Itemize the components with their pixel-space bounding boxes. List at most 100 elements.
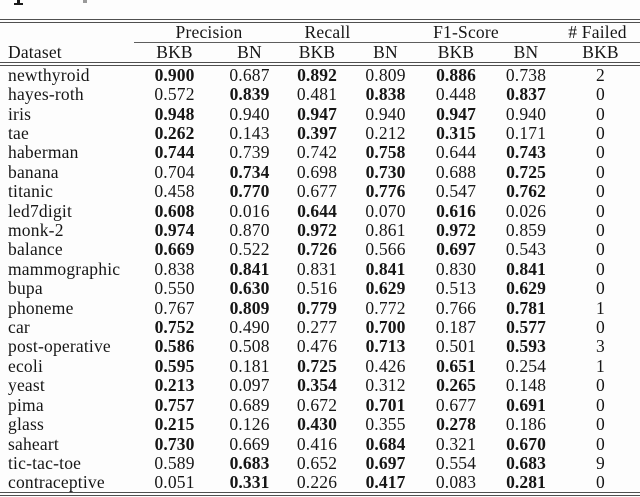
value-precision-bn: 0.870 [229,220,270,241]
value-precision-bn: 0.669 [229,434,270,454]
value-precision-bkb: 0.213 [154,376,195,396]
dataset-name: led7digit [8,201,73,221]
value-recall-bkb: 0.677 [296,182,338,202]
table-row: glass 0.215 0.126 0.430 0.355 0.278 0.186 0 [0,415,640,434]
value-recall-bkb: 0.397 [297,123,337,144]
value-recall-bkb: 0.476 [296,337,338,357]
dataset-name: pima [8,395,44,415]
value-f1-bn: 0.841 [506,259,546,279]
dataset-name: glass [8,414,44,435]
table-row: hayes-roth 0.572 0.839 0.481 0.838 0.448 0.837… [0,85,640,104]
value-failed-bkb: 9 [596,453,605,473]
value-recall-bn: 0.713 [365,337,406,357]
dataset-name: contraceptive [0,473,134,497]
value-precision-bkb: 0.550 [154,279,195,299]
value-recall-bkb: 0.652 [296,453,338,473]
value-precision-bkb: 0.589 [154,453,195,473]
dataset-name: ecoli [8,356,44,376]
value-f1-bkb: 0.886 [436,65,476,85]
value-recall-bkb: 0.698 [296,162,338,182]
value-f1-bkb: 0.677 [435,395,477,415]
value-f1-bkb: 0.651 [436,356,476,376]
value-precision-bkb: 0.744 [154,143,195,163]
table-row: ecoli 0.595 0.181 0.725 0.426 0.651 0.254 1 [0,357,640,376]
value-recall-bn: 0.701 [365,395,406,415]
dataset-name: saheart [8,434,59,454]
table-row: monk-2 0.974 0.870 0.972 0.861 0.972 0.859 0 [0,221,640,240]
value-failed-bkb: 0 [596,395,605,415]
value-recall-bn: 0.426 [365,356,406,376]
value-precision-bkb: 0.608 [154,201,195,221]
value-precision-bkb: 0.458 [154,182,195,202]
value-f1-bkb: 0.321 [435,434,477,454]
value-precision-bn: 0.097 [229,376,270,396]
value-precision-bkb: 0.838 [154,259,195,279]
value-f1-bkb: 0.448 [435,85,477,105]
dataset-name: tic-tac-toe [8,453,82,473]
value-f1-bkb: 0.547 [435,182,477,202]
value-recall-bkb: 0.947 [297,104,337,124]
clipped-text-fragment [17,0,20,5]
value-f1-bn: 0.171 [505,123,547,144]
value-precision-bn: 0.126 [229,414,270,435]
value-f1-bkb: 0.513 [435,279,477,299]
value-recall-bn: 0.841 [365,259,406,279]
table-row: haberman 0.744 0.739 0.742 0.758 0.644 0.743 0 [0,143,640,162]
dataset-name: bupa [8,279,43,299]
value-precision-bn: 0.508 [229,337,270,357]
table-row: bupa 0.550 0.630 0.516 0.629 0.513 0.629 0 [0,279,640,298]
value-precision-bn: 0.841 [229,259,270,279]
value-precision-bn: 0.522 [229,240,270,260]
col-header-f1-bkb: BKB [421,42,491,66]
col-header-precision-bn: BN [215,42,284,66]
col-header-precision-bkb: BKB [134,42,215,66]
value-f1-bn: 0.781 [506,298,546,318]
value-precision-bn: 0.739 [229,143,270,163]
value-recall-bn: 0.070 [365,201,406,221]
value-recall-bn: 0.566 [365,240,406,260]
value-failed-bkb: 0 [596,434,605,454]
value-precision-bn: 0.687 [229,65,270,85]
value-failed-bkb: 0 [596,143,605,163]
value-recall-bn: 0.861 [365,220,406,241]
table-row: contraceptive 0.051 0.331 0.226 0.417 0.083 0.… [0,473,640,497]
value-f1-bn: 0.683 [506,453,546,473]
value-f1-bn: 0.148 [505,376,547,396]
dataset-name: haberman [8,143,79,163]
value-failed-bkb: 0 [596,104,605,124]
col-group-f1score: F1-Score [421,19,562,43]
value-precision-bkb: 0.051 [134,473,215,497]
col-header-recall-bn: BN [350,42,421,66]
value-precision-bkb: 0.948 [154,104,195,124]
value-recall-bn: 0.838 [365,85,406,105]
value-f1-bkb: 0.265 [436,376,476,396]
value-precision-bn: 0.630 [229,279,270,299]
dataset-name: car [8,317,30,338]
value-recall-bkb: 0.831 [296,259,338,279]
value-recall-bn: 0.700 [365,317,406,338]
value-precision-bn: 0.490 [229,317,270,338]
value-failed-bkb: 0 [596,376,605,396]
table-row: phoneme 0.767 0.809 0.779 0.772 0.766 0.781 1 [0,298,640,317]
table-row: tic-tac-toe 0.589 0.683 0.652 0.697 0.554 0.68… [0,454,640,473]
value-failed-bkb: 0 [561,473,640,497]
value-f1-bkb: 0.830 [435,259,477,279]
value-recall-bkb: 0.742 [296,143,338,163]
value-failed-bkb: 0 [596,182,605,202]
value-precision-bkb: 0.752 [154,317,195,338]
col-header-recall-bkb: BKB [284,42,350,66]
value-failed-bkb: 0 [596,259,605,279]
value-recall-bn: 0.758 [365,143,406,163]
value-precision-bn: 0.940 [229,104,270,124]
value-recall-bn: 0.697 [365,453,406,473]
table-row: newthyroid 0.900 0.687 0.892 0.809 0.886 0.738… [0,64,640,85]
value-precision-bn: 0.770 [229,182,270,202]
dataset-name: phoneme [8,298,74,318]
value-recall-bkb: 0.516 [296,279,338,299]
table-row: saheart 0.730 0.669 0.416 0.684 0.321 0.670 0 [0,434,640,453]
value-precision-bkb: 0.669 [154,240,195,260]
value-precision-bkb: 0.900 [154,65,195,85]
col-header-dataset: Dataset [0,42,134,66]
value-recall-bn: 0.940 [365,104,406,124]
value-recall-bkb: 0.430 [297,414,337,435]
